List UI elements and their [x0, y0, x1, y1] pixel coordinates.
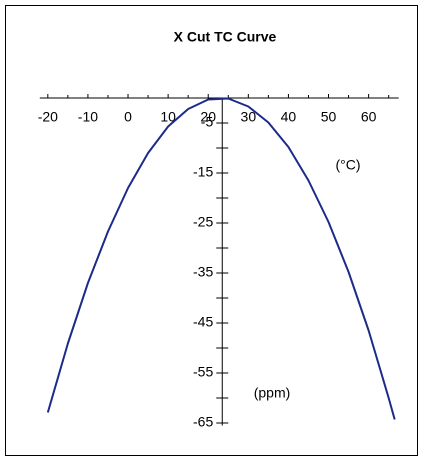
- y-tick-label: -45: [193, 314, 213, 330]
- x-tick-label: 30: [241, 109, 257, 125]
- y-tick-label: -25: [193, 214, 213, 230]
- y-tick-label: -15: [193, 164, 213, 180]
- curve: [46, 97, 396, 420]
- y-tick-label: -65: [193, 414, 213, 430]
- x-tick-label: 20: [200, 109, 216, 125]
- x-tick-label: 50: [321, 109, 337, 125]
- y-tick-label: -35: [193, 264, 213, 280]
- frame: [5, 5, 418, 456]
- chart-title: X Cut TC Curve: [174, 29, 277, 45]
- x-tick-label: -20: [38, 109, 58, 125]
- y-tick-label: -55: [193, 364, 213, 380]
- y-unit-label: (ppm): [254, 385, 291, 401]
- x-tick-label: 10: [160, 109, 176, 125]
- x-tick-label: 60: [361, 109, 377, 125]
- x-tick-label: 40: [281, 109, 297, 125]
- x-tick-label: -10: [78, 109, 98, 125]
- y-tick-label: -5: [201, 114, 214, 130]
- x-unit-label: (°C): [335, 157, 360, 173]
- x-tick-label: 0: [124, 109, 132, 125]
